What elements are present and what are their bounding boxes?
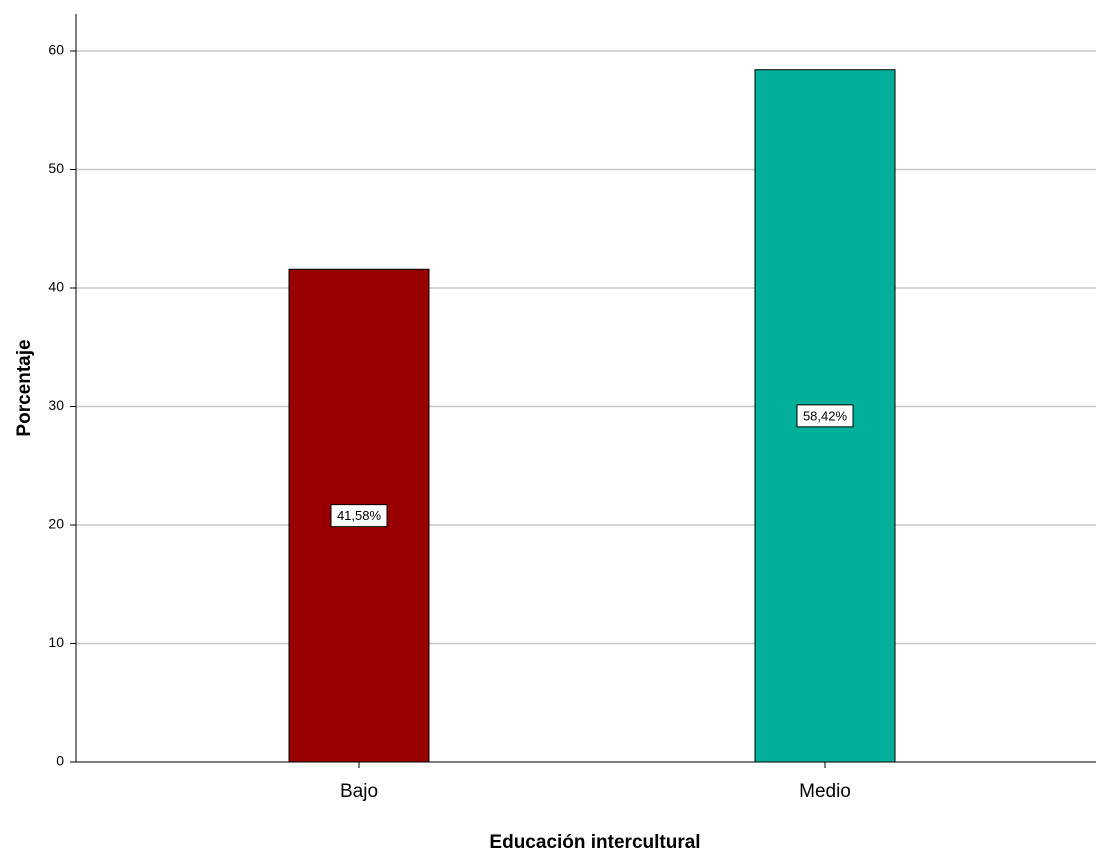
data-label-box-medio (796, 404, 854, 428)
x-tick-label-bajo: Bajo (340, 781, 378, 802)
y-tick-label-20: 20 (48, 516, 64, 532)
gridlines (76, 50, 1096, 645)
data-label-box-bajo (330, 504, 388, 528)
x-tick-label-medio: Medio (799, 781, 851, 802)
x-axis-title: Educación intercultural (489, 832, 700, 853)
data-label-medio: 58,42% (803, 408, 848, 423)
data-label-bajo: 41,58% (337, 508, 382, 523)
y-tick-label-50: 50 (48, 160, 64, 176)
y-tick-label-40: 40 (48, 279, 64, 295)
axes: 0 10 20 30 40 50 60 Bajo Medio (48, 14, 1096, 802)
y-tick-label-30: 30 (48, 397, 64, 413)
y-tick-label-10: 10 (48, 634, 64, 650)
data-labels: 41,58% 58,42% (330, 404, 854, 528)
y-tick-label-0: 0 (56, 753, 64, 769)
y-axis-title: Porcentaje (14, 339, 35, 436)
y-tick-label-60: 60 (48, 42, 64, 58)
